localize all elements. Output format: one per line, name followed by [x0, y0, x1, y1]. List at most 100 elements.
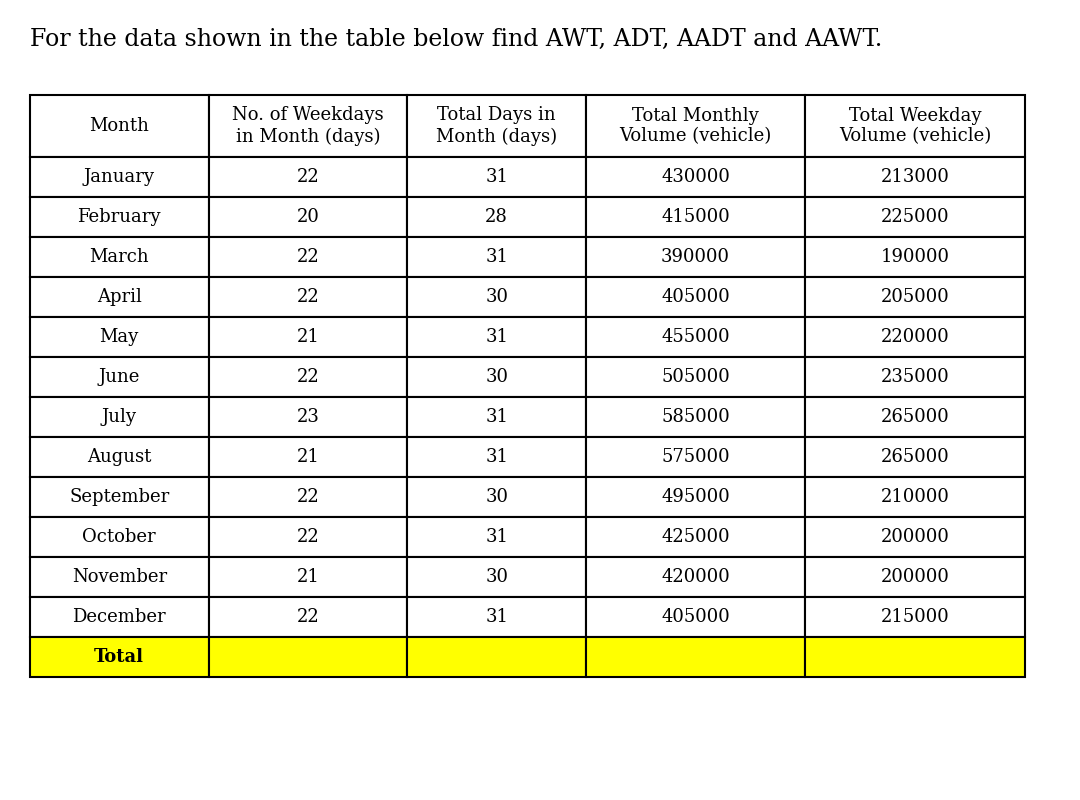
Text: 22: 22 [297, 608, 320, 626]
Bar [585, 597, 806, 637]
Bar [407, 557, 585, 597]
Bar [30, 397, 208, 437]
Bar [806, 437, 1025, 477]
Text: 225000: 225000 [880, 208, 949, 226]
Bar [407, 197, 585, 237]
Bar [208, 437, 407, 477]
Text: 390000: 390000 [661, 248, 730, 266]
Text: 190000: 190000 [880, 248, 949, 266]
Text: 405000: 405000 [661, 288, 730, 306]
Bar [407, 397, 585, 437]
Text: 21: 21 [297, 328, 320, 346]
Bar [208, 597, 407, 637]
Text: April: April [97, 288, 141, 306]
Text: 495000: 495000 [661, 488, 730, 506]
Text: June: June [98, 368, 140, 386]
Bar [30, 95, 208, 157]
Bar [30, 557, 208, 597]
Text: Total Monthly
Volume (vehicle): Total Monthly Volume (vehicle) [620, 106, 772, 146]
Text: 420000: 420000 [661, 568, 730, 586]
Text: March: March [90, 248, 149, 266]
Bar [585, 95, 806, 157]
Text: 425000: 425000 [661, 528, 730, 546]
Text: 235000: 235000 [880, 368, 949, 386]
Bar [585, 277, 806, 317]
Bar [208, 317, 407, 357]
Text: November: November [71, 568, 166, 586]
Text: October: October [82, 528, 157, 546]
Bar [30, 477, 208, 517]
Text: 23: 23 [297, 408, 320, 426]
Bar [208, 557, 407, 597]
Bar [806, 157, 1025, 197]
Text: Total: Total [94, 648, 145, 666]
Text: Total Weekday
Volume (vehicle): Total Weekday Volume (vehicle) [839, 106, 991, 146]
Text: 31: 31 [485, 528, 509, 546]
Bar [407, 95, 585, 157]
Text: 22: 22 [297, 528, 320, 546]
Text: 31: 31 [485, 608, 509, 626]
Bar [30, 597, 208, 637]
Bar [585, 557, 806, 597]
Bar [208, 637, 407, 677]
Text: 21: 21 [297, 448, 320, 466]
Bar [407, 637, 585, 677]
Bar [30, 437, 208, 477]
Text: September: September [69, 488, 170, 506]
Bar [407, 237, 585, 277]
Text: 20: 20 [297, 208, 320, 226]
Text: 215000: 215000 [880, 608, 949, 626]
Bar [806, 637, 1025, 677]
Text: 22: 22 [297, 488, 320, 506]
Bar [806, 95, 1025, 157]
Text: 31: 31 [485, 328, 509, 346]
Text: 430000: 430000 [661, 168, 730, 186]
Bar [407, 517, 585, 557]
Text: 213000: 213000 [880, 168, 949, 186]
Bar [208, 157, 407, 197]
Bar [585, 637, 806, 677]
Bar [30, 237, 208, 277]
Text: 575000: 575000 [661, 448, 730, 466]
Bar [208, 95, 407, 157]
Bar [806, 317, 1025, 357]
Bar [806, 397, 1025, 437]
Text: 31: 31 [485, 248, 509, 266]
Text: December: December [72, 608, 166, 626]
Bar [585, 437, 806, 477]
Bar [806, 597, 1025, 637]
Text: May: May [99, 328, 139, 346]
Text: 30: 30 [485, 568, 509, 586]
Text: 30: 30 [485, 368, 509, 386]
Text: 31: 31 [485, 408, 509, 426]
Bar [407, 157, 585, 197]
Text: 31: 31 [485, 448, 509, 466]
Bar [208, 477, 407, 517]
Bar [30, 157, 208, 197]
Bar [585, 357, 806, 397]
Text: 415000: 415000 [661, 208, 730, 226]
Text: 505000: 505000 [661, 368, 730, 386]
Text: 200000: 200000 [880, 528, 949, 546]
Bar [30, 517, 208, 557]
Text: 31: 31 [485, 168, 509, 186]
Bar [208, 397, 407, 437]
Text: 22: 22 [297, 368, 320, 386]
Text: 210000: 210000 [880, 488, 949, 506]
Bar [806, 517, 1025, 557]
Bar [30, 277, 208, 317]
Bar [208, 237, 407, 277]
Text: 200000: 200000 [880, 568, 949, 586]
Bar [30, 357, 208, 397]
Bar [806, 197, 1025, 237]
Bar [806, 237, 1025, 277]
Bar [407, 277, 585, 317]
Text: 21: 21 [297, 568, 320, 586]
Bar [208, 357, 407, 397]
Text: For the data shown in the table below find AWT, ADT, AADT and AAWT.: For the data shown in the table below fi… [30, 28, 882, 51]
Text: 265000: 265000 [880, 408, 949, 426]
Text: 455000: 455000 [661, 328, 730, 346]
Bar [806, 277, 1025, 317]
Bar [30, 317, 208, 357]
Text: February: February [78, 208, 161, 226]
